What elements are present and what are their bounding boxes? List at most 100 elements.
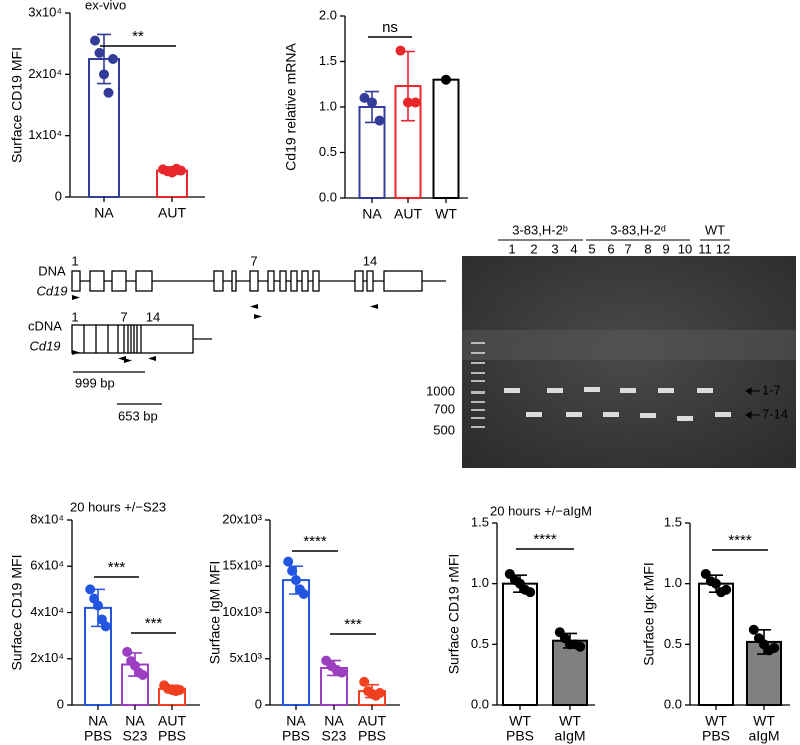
significance-label: *** (145, 615, 163, 632)
primer (370, 304, 378, 309)
primer (250, 304, 258, 309)
data-point (90, 35, 100, 46)
x-tick-label: PBS (358, 728, 386, 744)
data-point (748, 624, 759, 635)
y-tick-label: 1.0 (471, 575, 489, 590)
y-tick-label: 10x10³ (222, 604, 262, 619)
data-point (395, 45, 406, 56)
y-tick-label: 4x10⁴ (30, 604, 64, 619)
lane-number: 10 (678, 241, 692, 256)
x-tick-label: PBS (282, 728, 310, 744)
x-tick-label: NA (362, 206, 382, 222)
data-point (100, 621, 111, 632)
y-tick-label: 0.5 (664, 636, 682, 651)
exon (135, 270, 153, 292)
data-point (174, 684, 185, 695)
data-point (721, 584, 732, 595)
band-label: 7-14 (762, 406, 788, 421)
data-point (93, 600, 103, 611)
gene-diagram (71, 270, 446, 405)
lane-number: 5 (588, 241, 595, 256)
y-tick-label: 2x10⁴ (30, 650, 64, 665)
x-tick-label: WT (705, 713, 727, 729)
exon-number: 7 (250, 253, 257, 268)
data-point (367, 97, 377, 108)
data-point (700, 568, 711, 579)
primer (124, 358, 132, 363)
exon-number: 7 (120, 309, 127, 324)
y-tick-label: 0.5 (319, 144, 337, 159)
gel-glow (462, 330, 796, 360)
data-point (374, 115, 385, 126)
y-tick-label: 0.5 (471, 636, 489, 651)
significance-label: ns (382, 19, 398, 36)
y-axis-label: Surface CD19 MFI (9, 47, 25, 163)
exon (111, 270, 127, 292)
primers (72, 295, 378, 363)
x-tick-label: aIgM (748, 728, 779, 744)
data-point (287, 565, 298, 576)
bar (502, 582, 538, 707)
chart-title: ex-vivo (85, 0, 126, 12)
significance-label: *** (344, 616, 362, 633)
chart-title: 20 hours +/−aIgM (490, 503, 592, 518)
data-point (137, 669, 148, 680)
ladder-label: 500 (433, 422, 455, 437)
data-point (103, 87, 114, 98)
bands (504, 387, 731, 421)
exon (231, 270, 237, 292)
y-tick-label: 2x10⁴ (28, 66, 62, 81)
lane-number: 11 (698, 241, 712, 256)
x-tick-label: S23 (123, 728, 148, 744)
significance-label: **** (533, 531, 557, 548)
lane-number: 1 (508, 241, 515, 256)
y-tick-label: 6x10⁴ (30, 558, 64, 573)
gel (462, 256, 796, 468)
y-axis-label: Cd19 relative mRNA (283, 43, 299, 171)
x-tick-label: NA (88, 713, 108, 729)
data-point (122, 646, 133, 657)
bar (282, 579, 310, 706)
x-tick-label: AUT (158, 713, 186, 729)
lane-number: 2 (530, 241, 537, 256)
exon (290, 270, 298, 292)
band-arrows (745, 387, 760, 419)
x-tick-label: PBS (158, 728, 186, 744)
significance-label: *** (108, 559, 126, 576)
x-tick-label: AUT (158, 205, 186, 221)
gene-label: Cd19 (29, 338, 60, 353)
x-tick-label: WT (509, 713, 531, 729)
data-point (525, 587, 536, 598)
data-point (769, 642, 780, 653)
exon (366, 270, 374, 292)
x-tick-label: NA (94, 205, 114, 221)
x-tick-label: S23 (322, 728, 347, 744)
y-tick-label: 0 (55, 188, 62, 203)
lane-number: 7 (624, 241, 631, 256)
primer (72, 295, 80, 300)
cdna-label: cDNA (28, 318, 62, 333)
x-tick-label: PBS (84, 728, 112, 744)
primer (254, 314, 262, 319)
y-tick-label: 1.5 (471, 514, 489, 529)
x-tick-label: NA (324, 713, 344, 729)
y-tick-label: 1x10⁴ (28, 127, 62, 142)
band-label: 1-7 (762, 382, 781, 397)
data-point (298, 589, 309, 599)
y-tick-label: 15x10³ (222, 558, 262, 573)
y-tick-label: 0 (255, 696, 262, 711)
exon (312, 270, 320, 292)
lane-number: 12 (716, 241, 730, 256)
lane-number: 6 (607, 241, 614, 256)
y-tick-label: 2.0 (319, 7, 337, 22)
y-axis-label: Surface CD19 MFI (9, 555, 25, 671)
data-point (374, 687, 385, 698)
x-tick-label: PBS (506, 728, 534, 744)
exon (249, 270, 259, 292)
y-tick-label: 1.0 (664, 575, 682, 590)
lane-number: 8 (644, 241, 651, 256)
exon (354, 270, 364, 292)
y-tick-label: 1.5 (319, 53, 337, 68)
y-tick-label: 1.5 (664, 514, 682, 529)
x-tick-label: aIgM (554, 728, 585, 744)
